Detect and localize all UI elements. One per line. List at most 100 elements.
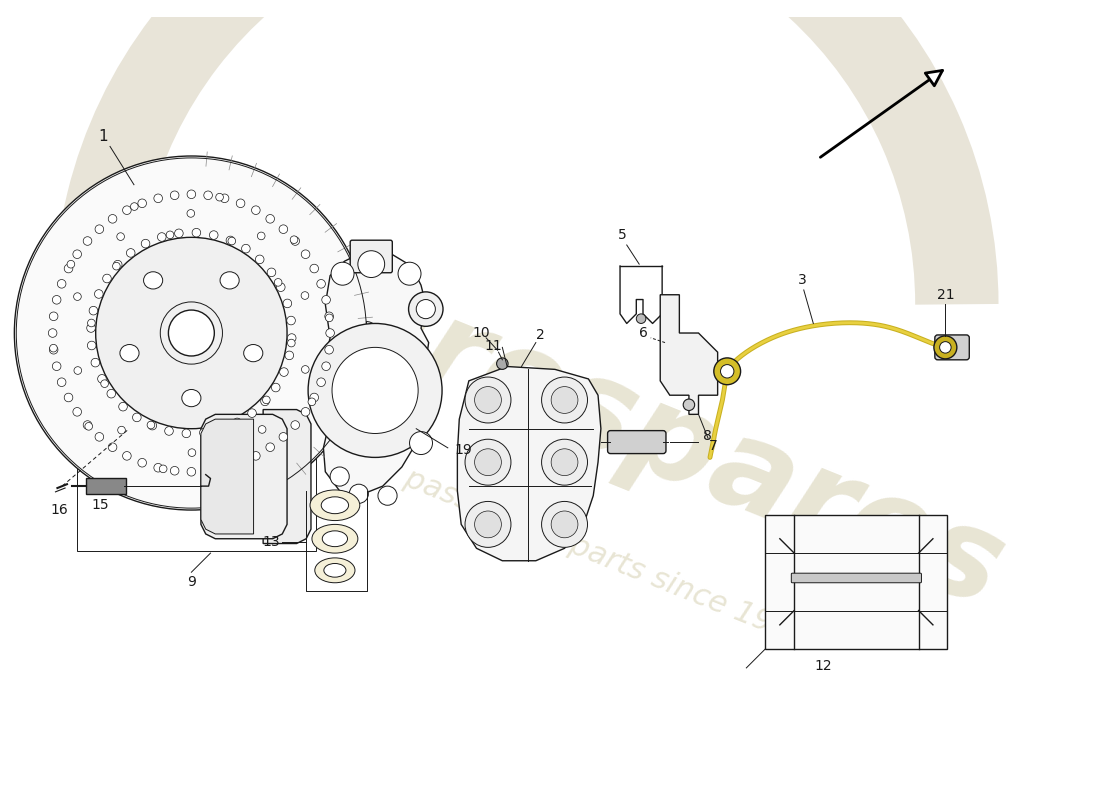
Ellipse shape (326, 314, 333, 322)
Circle shape (330, 467, 349, 486)
Text: 19: 19 (454, 442, 472, 457)
Ellipse shape (323, 563, 345, 577)
Circle shape (332, 347, 418, 434)
Ellipse shape (131, 202, 139, 210)
Ellipse shape (324, 346, 333, 354)
Ellipse shape (107, 390, 116, 398)
Circle shape (331, 262, 354, 285)
Ellipse shape (87, 324, 96, 332)
Polygon shape (458, 366, 601, 561)
Circle shape (408, 292, 443, 326)
Ellipse shape (244, 456, 252, 463)
Ellipse shape (242, 244, 250, 253)
Ellipse shape (170, 191, 179, 199)
Ellipse shape (209, 230, 218, 239)
Ellipse shape (88, 319, 96, 327)
Polygon shape (323, 252, 429, 496)
Ellipse shape (112, 262, 120, 270)
Polygon shape (263, 410, 311, 543)
Ellipse shape (279, 433, 288, 441)
Circle shape (551, 511, 578, 538)
Ellipse shape (248, 409, 256, 418)
Ellipse shape (154, 194, 163, 202)
Ellipse shape (287, 334, 296, 342)
Circle shape (551, 386, 578, 414)
Ellipse shape (272, 383, 280, 392)
Ellipse shape (228, 238, 235, 245)
Ellipse shape (98, 374, 107, 383)
Ellipse shape (287, 316, 296, 325)
Text: 15: 15 (91, 498, 109, 512)
Ellipse shape (220, 272, 239, 289)
Ellipse shape (154, 463, 163, 472)
Ellipse shape (148, 422, 156, 430)
Ellipse shape (274, 278, 282, 286)
Ellipse shape (285, 351, 294, 360)
Ellipse shape (122, 206, 131, 214)
Ellipse shape (64, 393, 73, 402)
Ellipse shape (324, 312, 333, 321)
Ellipse shape (236, 458, 245, 467)
Ellipse shape (101, 380, 109, 387)
Ellipse shape (204, 466, 212, 475)
Ellipse shape (182, 390, 201, 406)
Ellipse shape (48, 329, 57, 338)
Ellipse shape (122, 451, 131, 460)
Circle shape (939, 342, 952, 353)
Ellipse shape (315, 558, 355, 582)
Ellipse shape (188, 449, 196, 457)
Ellipse shape (138, 458, 146, 467)
FancyBboxPatch shape (791, 573, 922, 582)
Ellipse shape (187, 210, 195, 218)
Ellipse shape (233, 418, 242, 426)
Ellipse shape (84, 421, 91, 430)
Text: 13: 13 (262, 534, 279, 549)
Ellipse shape (175, 229, 184, 238)
Ellipse shape (220, 194, 229, 202)
Ellipse shape (252, 451, 261, 460)
Circle shape (541, 439, 587, 485)
Ellipse shape (118, 426, 125, 434)
Ellipse shape (147, 421, 155, 429)
Ellipse shape (95, 290, 103, 298)
Ellipse shape (312, 524, 358, 553)
Ellipse shape (310, 393, 319, 402)
Circle shape (551, 449, 578, 475)
Circle shape (308, 323, 442, 458)
Ellipse shape (95, 225, 103, 234)
Circle shape (636, 314, 646, 323)
Ellipse shape (108, 443, 117, 451)
Ellipse shape (120, 345, 139, 362)
Ellipse shape (301, 366, 309, 374)
Ellipse shape (290, 236, 298, 243)
Ellipse shape (85, 422, 92, 430)
Circle shape (465, 439, 512, 485)
Ellipse shape (290, 421, 299, 430)
Ellipse shape (263, 396, 271, 404)
Circle shape (541, 377, 587, 423)
FancyBboxPatch shape (86, 478, 126, 494)
Text: 16: 16 (51, 503, 68, 517)
FancyBboxPatch shape (350, 240, 393, 273)
Ellipse shape (187, 467, 196, 476)
Text: 11: 11 (485, 339, 503, 354)
Ellipse shape (252, 206, 261, 214)
Ellipse shape (64, 264, 73, 273)
Ellipse shape (168, 310, 214, 356)
Ellipse shape (301, 407, 310, 416)
Ellipse shape (227, 236, 234, 245)
Ellipse shape (74, 366, 81, 374)
Polygon shape (201, 414, 287, 538)
Text: 12: 12 (814, 659, 832, 673)
Circle shape (474, 386, 502, 414)
Circle shape (474, 511, 502, 538)
Text: 6: 6 (639, 326, 648, 340)
Ellipse shape (141, 239, 150, 248)
Ellipse shape (283, 299, 292, 308)
FancyBboxPatch shape (766, 515, 947, 649)
Ellipse shape (67, 260, 75, 268)
Ellipse shape (199, 429, 208, 437)
FancyBboxPatch shape (935, 335, 969, 360)
Ellipse shape (322, 362, 330, 370)
Ellipse shape (290, 237, 299, 246)
